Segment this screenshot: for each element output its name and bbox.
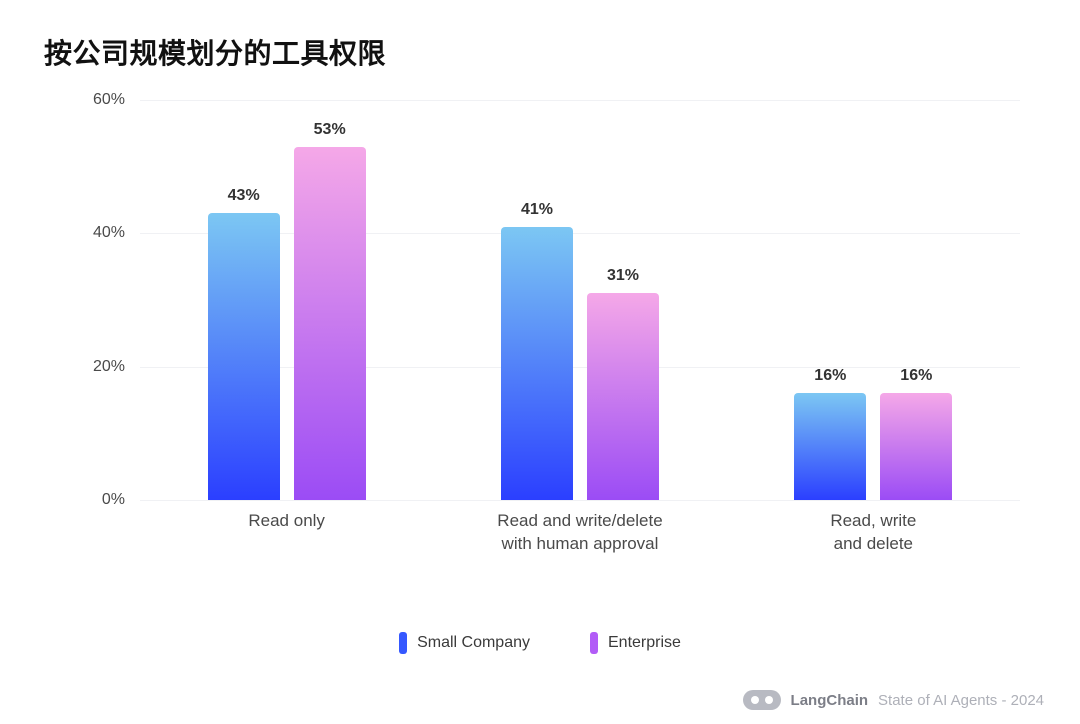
x-axis-category-label: Read, writeand delete <box>727 510 1020 556</box>
bar-group: 41%31% <box>433 100 726 500</box>
bar-value-label: 31% <box>607 267 639 285</box>
footer-attribution: LangChain State of AI Agents - 2024 <box>743 690 1044 710</box>
y-axis-tick-label: 40% <box>60 224 125 242</box>
x-axis-category-label: Read and write/deletewith human approval <box>433 510 726 556</box>
page-title: 按公司规模划分的工具权限 <box>44 32 1040 72</box>
plot-area: 43%53%41%31%16%16% <box>140 100 1020 500</box>
chart-container: 0%20%40%60% 43%53%41%31%16%16% Read only… <box>60 90 1040 570</box>
bar-value-label: 16% <box>900 367 932 385</box>
page: 按公司规模划分的工具权限 0%20%40%60% 43%53%41%31%16%… <box>0 0 1080 724</box>
langchain-logo-icon <box>743 690 781 710</box>
x-axis-labels: Read onlyRead and write/deletewith human… <box>140 510 1020 556</box>
bar-value-label: 53% <box>314 121 346 139</box>
legend-item: Enterprise <box>590 632 681 654</box>
legend: Small Company Enterprise <box>0 632 1080 654</box>
bar: 43% <box>208 213 280 500</box>
x-axis-category-label: Read only <box>140 510 433 556</box>
bar-value-label: 43% <box>228 187 260 205</box>
y-axis-tick-label: 0% <box>60 491 125 509</box>
y-axis-tick-label: 60% <box>60 91 125 109</box>
bar-groups: 43%53%41%31%16%16% <box>140 100 1020 500</box>
gridline <box>140 500 1020 501</box>
bar-value-label: 41% <box>521 201 553 219</box>
bar: 16% <box>794 393 866 500</box>
legend-item: Small Company <box>399 632 530 654</box>
y-axis-tick-label: 20% <box>60 358 125 376</box>
bar-group: 43%53% <box>140 100 433 500</box>
legend-label: Enterprise <box>608 634 681 652</box>
bar: 41% <box>501 227 573 500</box>
legend-swatch <box>399 632 407 654</box>
legend-swatch <box>590 632 598 654</box>
bar-value-label: 16% <box>814 367 846 385</box>
bar: 53% <box>294 147 366 500</box>
legend-label: Small Company <box>417 634 530 652</box>
footer-text: State of AI Agents - 2024 <box>878 692 1044 709</box>
footer-brand: LangChain <box>791 692 869 709</box>
bar: 31% <box>587 293 659 500</box>
bar: 16% <box>880 393 952 500</box>
bar-group: 16%16% <box>727 100 1020 500</box>
